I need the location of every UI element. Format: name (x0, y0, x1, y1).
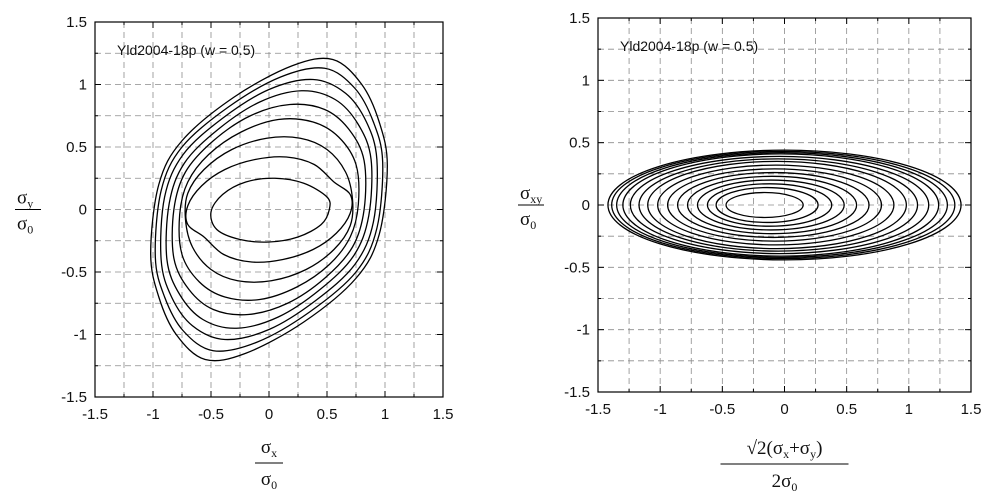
chart-panel-2: -1.5 -1 -0.5 0 0.5 1 1.5 -1.5 -1 -0.5 0 0.5 1 1.5 Yld2… (518, 10, 981, 494)
y-axis-label-denominator: σ0 (520, 209, 536, 232)
yield-locus-curve (171, 103, 367, 316)
x-tick-label: 1 (905, 401, 913, 418)
x-tick-label: 0.5 (836, 401, 857, 418)
x-tick-label: -1 (653, 401, 666, 418)
y-tick-label: -1.5 (564, 384, 590, 401)
y-axis-label-numerator: σxy (520, 183, 542, 206)
y-axis-label-denominator: σ0 (17, 214, 33, 237)
yield-locus-curve (638, 158, 919, 252)
yield-locus-curve (615, 151, 949, 259)
x-tick-label: 1.5 (433, 406, 454, 423)
yield-locus-curve (706, 183, 833, 227)
x-tick-label: -1.5 (585, 401, 611, 418)
yield-locus-curve (696, 179, 845, 231)
y-tick-label: -1.5 (61, 389, 87, 406)
yield-locus-curve (165, 90, 373, 329)
x-tick-label: -0.5 (709, 401, 735, 418)
yield-locus-curve (657, 164, 895, 246)
yield-locus-curve (647, 160, 907, 250)
yield-locus-curve (666, 168, 883, 242)
x-tick-label: -1.5 (82, 406, 108, 423)
x-axis-label-denominator: σ0 (261, 469, 277, 492)
yield-locus-curve (607, 149, 962, 261)
x-axis-label-numerator: σx (261, 437, 277, 460)
y-tick-label: -0.5 (61, 264, 87, 281)
y-tick-label: 1.5 (66, 14, 87, 31)
x-tick-label: -1 (146, 406, 159, 423)
yield-locus-curve (622, 153, 940, 257)
y-tick-label: 0 (79, 202, 87, 219)
yield-locus-curve (715, 186, 819, 224)
x-tick-label: -0.5 (198, 406, 224, 423)
yield-locus-curve (629, 155, 930, 255)
y-tick-label: 1.5 (569, 10, 590, 27)
y-tick-label: 1 (79, 77, 87, 94)
y-tick-label: 0.5 (66, 139, 87, 156)
x-tick-label: 1.5 (961, 401, 982, 418)
chart-annotation: Yld2004-18p (w = 0.5) (620, 38, 758, 54)
y-tick-label: 0 (582, 197, 590, 214)
yield-locus-curve (178, 118, 360, 301)
yield-locus-curve (150, 57, 388, 362)
x-tick-label: 0 (265, 406, 273, 423)
yield-locus-curve (154, 67, 384, 352)
yield-locus-curve (676, 171, 870, 239)
x-tick-label: 0.5 (317, 406, 338, 423)
yield-locus-curve (160, 78, 378, 341)
y-tick-label: -1 (577, 322, 590, 339)
y-tick-label: -1 (74, 327, 87, 344)
yield-locus-curve (725, 191, 804, 219)
x-axis-label-numerator: √2(σx+σy) (747, 438, 823, 461)
chart-panel-1: -1.5 -1 -0.5 0 0.5 1 1.5 -1.5 -1 -0.5 0 0.5 1 1.5 Yld2… (15, 14, 453, 492)
y-axis-label-numerator: σy (17, 188, 33, 211)
x-axis-label-denominator: 2σ0 (772, 471, 798, 494)
yield-locus-curve (185, 156, 353, 263)
y-tick-label: 1 (582, 72, 590, 89)
yield-locus-curve (686, 175, 858, 235)
chart-annotation: Yld2004-18p (w = 0.5) (117, 42, 255, 58)
yield-locus-curve (184, 136, 354, 283)
x-tick-label: 1 (381, 406, 389, 423)
yield-locus-curve (611, 150, 956, 260)
y-tick-label: 0.5 (569, 135, 590, 152)
yield-locus-curve (210, 177, 331, 243)
y-tick-label: -0.5 (564, 259, 590, 276)
x-tick-label: 0 (780, 401, 788, 418)
